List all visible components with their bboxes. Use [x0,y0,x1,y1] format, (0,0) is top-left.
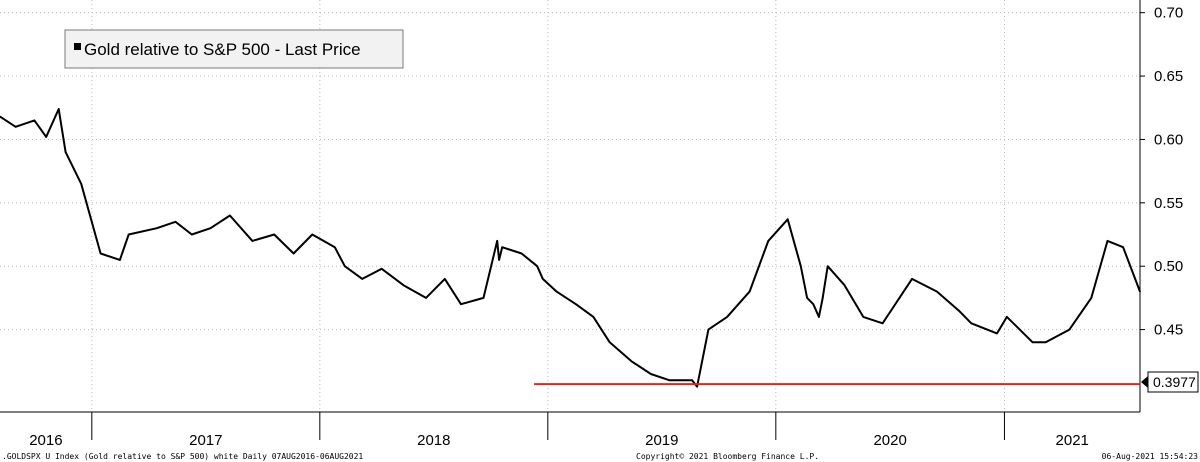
x-tick-label: 2019 [645,432,678,449]
data-point [15,126,17,128]
data-point [749,291,751,293]
y-tick-label: 0.50 [1154,258,1183,275]
legend-label: Gold relative to S&P 500 - Last Price [84,40,361,59]
data-point [813,303,815,305]
data-point [273,234,275,236]
data-point [444,278,446,280]
data-point [800,265,802,267]
data-point [1139,291,1141,293]
data-point [609,342,611,344]
data-point [501,246,503,248]
last-price-label: 0.3977 [1153,374,1196,390]
x-tick-label: 2021 [1056,432,1089,449]
data-point [521,253,523,255]
data-point [971,323,973,325]
data-point [496,240,498,242]
data-point [536,265,538,267]
data-point [882,323,884,325]
data-point [175,221,177,223]
data-point [1122,246,1124,248]
y-tick-label: 0.45 [1154,322,1183,339]
data-point [1006,316,1008,318]
data-point [911,278,913,280]
data-point [958,310,960,312]
data-point [334,246,336,248]
data-point [425,297,427,299]
data-point [1032,342,1034,344]
data-point [344,265,346,267]
data-point [787,219,789,221]
y-tick-label: 0.70 [1154,5,1183,22]
data-point [128,234,130,236]
data-point [818,316,820,318]
data-point [691,380,693,382]
legend: Gold relative to S&P 500 - Last Price [65,30,403,68]
x-tick-label: 2017 [189,432,222,449]
data-point [80,183,82,185]
data-point [483,297,485,299]
data-point [768,240,770,242]
data-point [45,136,47,138]
data-point [498,259,500,261]
data-point [593,316,595,318]
data-point [119,259,121,261]
data-point [806,297,808,299]
data-point [669,380,671,382]
data-point [1091,297,1093,299]
data-point [1069,329,1071,331]
data-point [650,373,652,375]
series-layer [0,108,1141,387]
data-point [575,303,577,305]
x-tick-label: 2018 [417,432,450,449]
series-line [0,109,1140,387]
footer-left: .GOLDSPX U Index (Gold relative to S&P 5… [2,452,363,461]
data-point [708,329,710,331]
data-point [460,303,462,305]
data-point [156,227,158,229]
data-point [229,215,231,217]
data-point [381,268,383,270]
data-point [65,151,67,153]
footer-center: Copyright© 2021 Bloomberg Finance L.P. [636,452,819,461]
y-tick-label: 0.60 [1154,131,1183,148]
data-point [726,316,728,318]
y-tick-label: 0.65 [1154,68,1183,85]
data-point [556,291,558,293]
data-point [996,333,998,335]
legend-swatch [74,43,81,50]
data-point [100,253,102,255]
data-point [936,291,938,293]
data-point [827,265,829,267]
data-point [822,297,824,299]
data-point [542,278,544,280]
last-price-badge: 0.3977 [1141,372,1198,392]
data-point [191,234,193,236]
data-point [696,386,698,388]
data-point [863,316,865,318]
data-point [312,234,314,236]
data-point [252,240,254,242]
x-axis-ticks: 2016 2017 2018 2019 2020 2021 [29,412,1089,449]
x-tick-label: 2020 [873,432,906,449]
footer-right: 06-Aug-2021 15:54:23 [1102,452,1199,461]
data-point [844,284,846,286]
data-point [34,120,36,122]
data-point [362,278,364,280]
data-point [631,361,633,363]
last-price-pointer [1141,376,1148,388]
data-point [1107,240,1109,242]
data-point [293,253,295,255]
data-point [58,108,60,110]
data-point [210,227,212,229]
y-axis-ticks: 0.45 0.50 0.55 0.60 0.65 0.70 [1140,5,1183,339]
x-tick-label: 2016 [29,432,62,449]
data-point [1045,342,1047,344]
y-tick-label: 0.55 [1154,195,1183,212]
data-point [403,284,405,286]
